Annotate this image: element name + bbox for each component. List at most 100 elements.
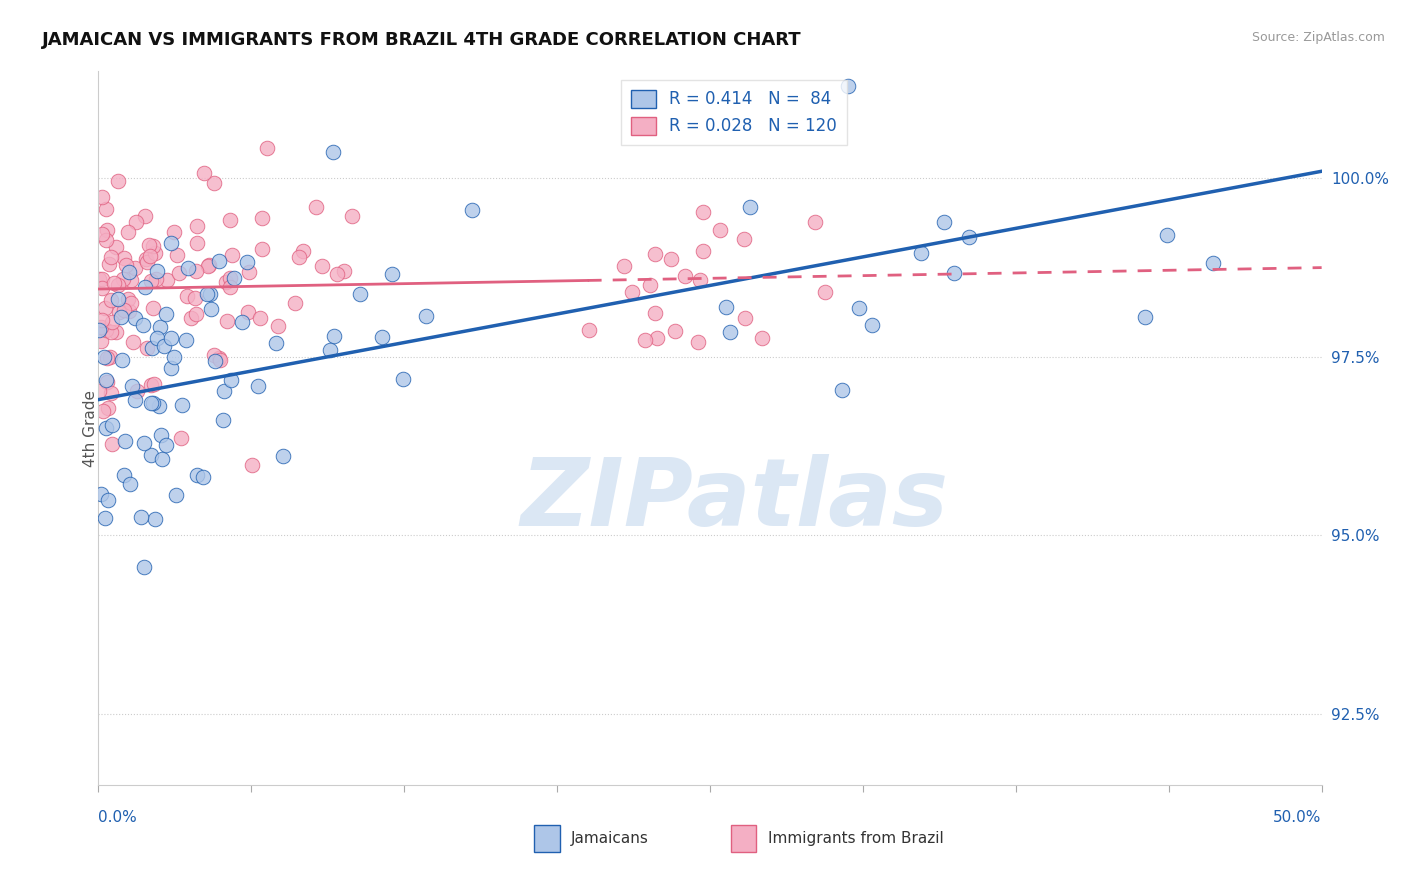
Legend: R = 0.414   N =  84, R = 0.028   N = 120: R = 0.414 N = 84, R = 0.028 N = 120 — [620, 79, 846, 145]
Point — [124, 311, 146, 326]
Point — [100, 250, 122, 264]
Point — [96, 222, 118, 236]
Point — [100, 293, 122, 308]
Point — [249, 310, 271, 325]
Point — [96, 375, 118, 389]
Point — [193, 470, 215, 484]
Point — [734, 310, 756, 325]
Point — [218, 213, 240, 227]
Point — [118, 265, 141, 279]
Point — [371, 329, 394, 343]
Point — [219, 280, 242, 294]
Point — [170, 398, 193, 412]
Point — [110, 310, 132, 324]
Point — [112, 251, 135, 265]
Point — [108, 305, 131, 319]
Point — [87, 384, 110, 399]
Point — [235, 255, 257, 269]
Point — [664, 324, 686, 338]
Text: Source: ZipAtlas.com: Source: ZipAtlas.com — [1251, 31, 1385, 45]
Point — [114, 434, 136, 448]
Point — [288, 250, 311, 264]
Point — [256, 141, 278, 155]
Point — [121, 334, 143, 349]
Point — [184, 264, 207, 278]
Point — [578, 323, 600, 337]
Point — [184, 307, 207, 321]
Point — [644, 246, 666, 260]
Point — [138, 238, 160, 252]
Point — [94, 374, 117, 388]
Point — [1156, 228, 1178, 243]
Point — [134, 280, 156, 294]
Point — [165, 488, 187, 502]
Point — [117, 225, 139, 239]
Point — [148, 399, 170, 413]
Point — [90, 227, 112, 241]
Point — [129, 509, 152, 524]
Point — [132, 435, 155, 450]
Point — [349, 286, 371, 301]
Point — [156, 273, 179, 287]
Point — [271, 449, 294, 463]
Point — [613, 259, 636, 273]
Point — [208, 352, 231, 367]
Point — [326, 267, 349, 281]
Point — [214, 276, 236, 290]
Point — [184, 291, 207, 305]
Point — [311, 259, 333, 273]
Point — [333, 264, 356, 278]
Point — [291, 244, 314, 259]
Point — [957, 229, 980, 244]
Point — [837, 79, 859, 94]
Point — [105, 240, 128, 254]
Point — [163, 225, 186, 239]
Point — [91, 312, 114, 326]
Point — [100, 325, 122, 339]
Point — [1202, 256, 1225, 270]
Point — [195, 287, 218, 301]
Point — [305, 200, 328, 214]
Point — [90, 319, 112, 334]
Point — [139, 249, 162, 263]
Point — [107, 277, 129, 292]
Y-axis label: 4th Grade: 4th Grade — [83, 390, 97, 467]
Point — [208, 254, 231, 268]
Point — [89, 334, 111, 349]
Point — [211, 413, 233, 427]
Point — [208, 351, 231, 366]
Point — [686, 334, 709, 349]
Point — [415, 309, 437, 323]
Point — [163, 350, 186, 364]
Point — [200, 302, 222, 317]
Point — [620, 285, 643, 299]
Text: 0.0%: 0.0% — [98, 810, 138, 825]
Point — [141, 274, 163, 288]
Point — [97, 401, 120, 415]
Point — [860, 318, 883, 333]
Point — [238, 265, 260, 279]
Point — [204, 354, 226, 368]
Text: ZIPatlas: ZIPatlas — [520, 453, 949, 546]
Point — [97, 492, 120, 507]
Point — [125, 215, 148, 229]
Point — [111, 272, 134, 286]
Point — [661, 252, 683, 267]
Point — [142, 301, 165, 315]
Point — [804, 215, 827, 229]
Point — [202, 176, 225, 190]
Point — [218, 270, 240, 285]
Point — [160, 331, 183, 345]
Point — [136, 341, 159, 355]
Point — [709, 223, 731, 237]
Point — [284, 296, 307, 310]
Point — [87, 323, 110, 337]
Point — [197, 259, 219, 273]
Point — [94, 323, 117, 337]
Text: 50.0%: 50.0% — [1274, 810, 1322, 825]
Point — [120, 296, 142, 310]
Point — [644, 306, 666, 320]
Point — [174, 333, 197, 347]
Point — [634, 334, 657, 348]
Point — [93, 350, 115, 364]
